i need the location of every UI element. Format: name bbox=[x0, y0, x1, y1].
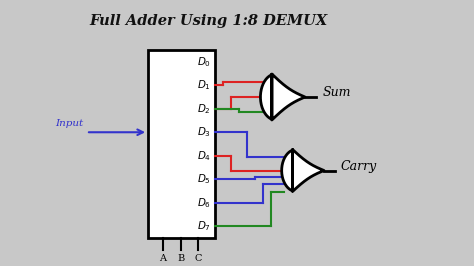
Text: $D_0$: $D_0$ bbox=[197, 55, 211, 69]
Text: $D_5$: $D_5$ bbox=[197, 172, 211, 186]
Text: $D_4$: $D_4$ bbox=[197, 149, 211, 163]
Text: C: C bbox=[194, 254, 202, 263]
Text: $D_7$: $D_7$ bbox=[197, 219, 211, 233]
Text: Carry: Carry bbox=[341, 160, 377, 173]
Text: Full Adder Using 1:8 DEMUX: Full Adder Using 1:8 DEMUX bbox=[90, 14, 328, 28]
Text: Sum: Sum bbox=[322, 86, 351, 99]
Bar bbox=[148, 50, 215, 238]
Text: $D_6$: $D_6$ bbox=[197, 196, 211, 210]
Polygon shape bbox=[260, 74, 305, 120]
Polygon shape bbox=[282, 149, 324, 192]
Text: $D_3$: $D_3$ bbox=[197, 125, 211, 139]
Text: $D_2$: $D_2$ bbox=[197, 102, 211, 116]
Text: Input: Input bbox=[55, 119, 83, 128]
Text: B: B bbox=[178, 254, 185, 263]
Text: $D_1$: $D_1$ bbox=[197, 78, 211, 92]
Text: A: A bbox=[159, 254, 166, 263]
